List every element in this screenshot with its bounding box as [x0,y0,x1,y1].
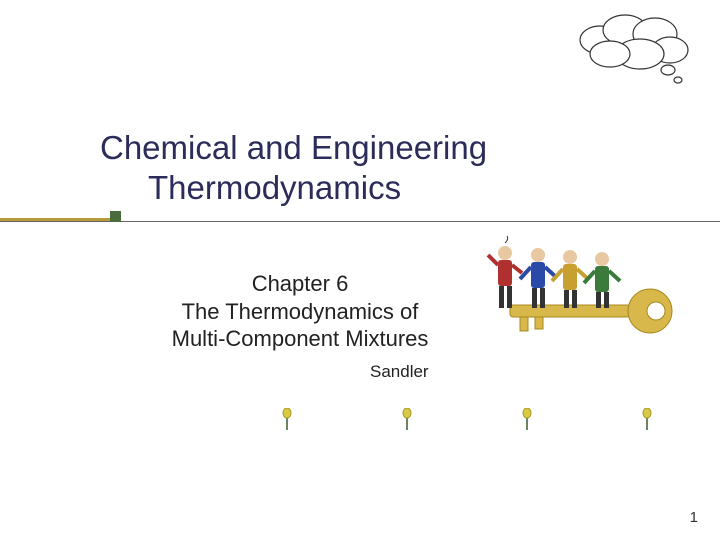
slide-title: Chemical and Engineering Thermodynamics [100,128,620,209]
leaf-icon [400,408,414,430]
leaf-icon [280,408,294,430]
page-number: 1 [690,509,698,526]
subtitle-line-1: Chapter 6 [120,270,480,298]
leaf-icon [520,408,534,430]
subtitle-line-3: Multi-Component Mixtures [120,325,480,353]
title-line-1: Chemical and Engineering [100,128,620,168]
subtitle-line-2: The Thermodynamics of [120,298,480,326]
people-key-icon [470,235,690,355]
leaf-icon [640,408,654,430]
slide-subtitle: Chapter 6 The Thermodynamics of Multi-Co… [120,270,480,353]
separator-line [0,221,720,222]
slide: Chemical and Engineering Thermodynamics [0,0,720,540]
author: Sandler [370,362,429,382]
accent-square [110,211,121,222]
title-line-2: Thermodynamics [100,168,620,208]
thought-cloud-icon [570,12,700,87]
